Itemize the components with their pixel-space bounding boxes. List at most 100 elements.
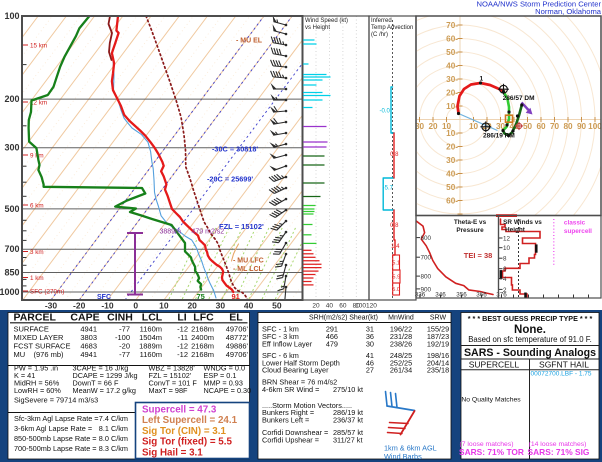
svg-text:252/25: 252/25 [390,358,412,367]
svg-text:- MU EL: - MU EL [236,38,263,45]
svg-text:MMP = 0.93: MMP = 0.93 [204,379,243,388]
svg-text:10: 10 [159,301,169,311]
svg-text:3 km: 3 km [30,249,44,256]
svg-text:3CAPE = 16 J/kg: 3CAPE = 16 J/kg [73,364,129,373]
svg-text:LCL: LCL [142,312,163,324]
svg-text:-10: -10 [101,301,114,311]
svg-text:850-500mb Lapse Rate =: 850-500mb Lapse Rate = [14,434,97,443]
svg-text:LI: LI [177,312,186,324]
svg-text:Supercell = 47.3: Supercell = 47.3 [142,405,217,416]
svg-text:238/26: 238/26 [390,339,412,348]
svg-text:20: 20 [187,301,197,311]
svg-text:2400m: 2400m [191,333,214,342]
svg-text:80: 80 [563,122,573,131]
svg-text:12: 12 [503,236,511,243]
svg-text:20-: 20- [446,89,458,98]
svg-text:6 km: 6 km [30,202,44,209]
svg-text:10: 10 [442,122,452,131]
svg-text:6: 6 [503,266,507,273]
svg-text:10-: 10- [446,102,458,111]
svg-text:231/28: 231/28 [390,332,412,341]
svg-text:-12: -12 [177,350,188,359]
svg-text:800: 800 [421,274,432,281]
svg-text:40-: 40- [446,62,458,71]
svg-text:SFC - 3 km: SFC - 3 km [262,332,299,341]
svg-text:DCAPE = 1299 J/kg: DCAPE = 1299 J/kg [73,371,138,380]
svg-text:MnWind: MnWind [388,315,414,322]
svg-text:49886': 49886' [226,342,249,351]
svg-text:None.: None. [514,324,546,336]
svg-text:2168m: 2168m [191,350,214,359]
svg-text:classic: classic [564,220,586,227]
svg-text:10-: 10- [446,129,458,138]
svg-text:30: 30 [366,339,374,348]
svg-text:700: 700 [4,244,19,254]
svg-text:70-: 70- [446,21,458,30]
svg-text:75: 75 [197,292,205,301]
svg-text:-100: -100 [115,333,130,342]
svg-text:CINH: CINH [107,312,133,324]
svg-text:1160m: 1160m [140,325,162,334]
svg-text:4683: 4683 [80,342,97,351]
svg-text:60-: 60- [446,197,458,206]
svg-text:Corfidi Upshear =: Corfidi Upshear = [262,436,319,445]
svg-text:vs Height: vs Height [305,25,330,31]
svg-text:40-: 40- [446,170,458,179]
svg-text:Cloud Bearing Layer: Cloud Bearing Layer [262,366,329,375]
svg-text:700-500mb Lapse Rate =: 700-500mb Lapse Rate = [14,444,97,453]
svg-text:41: 41 [366,351,374,360]
svg-text:3-6km Agl Lapse Rate =: 3-6km Agl Lapse Rate = [14,424,92,433]
svg-text:-20: -20 [119,342,130,351]
svg-text:0.8: 0.8 [390,152,399,158]
svg-text:285/57 kt: 285/57 kt [333,428,363,437]
svg-text:10: 10 [469,122,479,131]
svg-text:00072700.LBF - 1.75: 00072700.LBF - 1.75 [530,371,591,378]
svg-text:8.1 C/km: 8.1 C/km [99,424,128,433]
svg-text:SUPERCELL: SUPERCELL [469,360,520,370]
svg-text:-11: -11 [178,333,188,342]
svg-text:BRN Shear = 76 m4/s2: BRN Shear = 76 m4/s2 [262,378,337,387]
svg-text:2168m: 2168m [191,325,214,334]
svg-text:Shear(kt): Shear(kt) [349,315,378,322]
svg-text:5.0: 5.0 [392,287,400,293]
svg-text:-12: -12 [177,342,188,351]
svg-text:356: 356 [456,291,467,298]
svg-text:EL: EL [229,312,243,324]
svg-text:-77: -77 [119,350,130,359]
svg-text:MeanW = 17.2 g/kg: MeanW = 17.2 g/kg [73,386,136,395]
svg-text:50: 50 [523,122,533,131]
svg-text:10: 10 [503,245,511,252]
svg-text:Wind Barbs: Wind Barbs [384,452,422,461]
svg-text:155/29: 155/29 [427,325,449,334]
svg-text:40: 40 [244,301,254,311]
svg-text:204/14: 204/14 [427,358,449,367]
svg-text:-20C = 25699': -20C = 25699' [207,175,253,184]
svg-text:700: 700 [421,255,432,262]
svg-text:K = 41: K = 41 [14,371,35,380]
svg-text:CAPE: CAPE [70,312,99,324]
svg-text:MaxT = 98F: MaxT = 98F [149,386,189,395]
svg-text:-30C = 30818': -30C = 30818' [212,145,258,154]
svg-text:3889m: 3889m [160,229,182,236]
svg-text:261/34: 261/34 [390,366,412,375]
svg-text:TEI = 38: TEI = 38 [464,251,493,260]
svg-text:80: 80 [353,303,361,310]
svg-text:- MU LFC: - MU LFC [233,258,264,265]
svg-text:MU (976 mb): MU (976 mb) [14,350,65,359]
svg-text:1: 1 [480,76,484,83]
svg-text:3803: 3803 [80,333,97,342]
svg-text:90: 90 [577,122,587,131]
svg-text:FZL = 15102': FZL = 15102' [149,371,192,380]
svg-text:236/37 kt: 236/37 kt [333,416,363,425]
svg-text:60: 60 [536,122,546,131]
svg-text:ESP = 0.1: ESP = 0.1 [204,371,237,380]
svg-text:20-: 20- [446,143,458,152]
svg-text:31: 31 [366,325,374,334]
svg-text:1889m: 1889m [139,342,162,351]
svg-text:1160m: 1160m [140,350,162,359]
svg-text:100: 100 [4,11,19,21]
svg-text:SFC (270m): SFC (270m) [30,288,64,295]
svg-text:MIXED LAYER: MIXED LAYER [14,333,64,342]
svg-text:100: 100 [588,122,602,131]
svg-text:Inferred: Inferred [371,18,392,24]
